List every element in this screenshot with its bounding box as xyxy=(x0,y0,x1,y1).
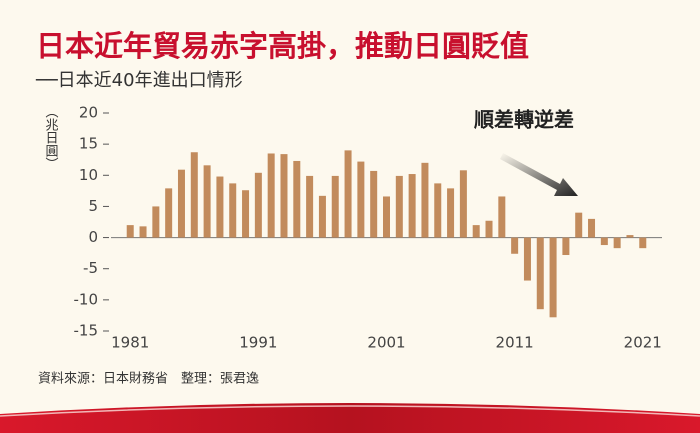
annotation: 順差轉逆差 xyxy=(474,108,574,132)
chart-subtitle: ──日本近40年進出口情形 xyxy=(35,70,243,91)
bar xyxy=(459,170,467,238)
bar xyxy=(383,196,390,238)
bar xyxy=(421,162,429,238)
y-tick-label: 5 xyxy=(88,197,98,215)
bar xyxy=(139,226,147,238)
x-tick-label: 2011 xyxy=(496,334,534,352)
decor-line xyxy=(0,405,700,417)
y-tick-label: -5 xyxy=(83,259,98,277)
bar xyxy=(331,175,339,238)
bar xyxy=(498,196,506,238)
bar xyxy=(523,237,531,281)
bar xyxy=(588,218,596,238)
bar xyxy=(511,237,519,254)
bar xyxy=(254,172,262,238)
bar xyxy=(267,153,275,238)
y-tick-label: 15 xyxy=(79,135,98,153)
x-tick-label: 2001 xyxy=(367,334,405,352)
bar xyxy=(600,237,608,246)
bar xyxy=(575,212,583,238)
bar xyxy=(472,225,480,238)
bar xyxy=(447,188,455,238)
y-tick-label: -10 xyxy=(74,290,99,308)
bar xyxy=(357,161,365,238)
bar xyxy=(626,235,634,238)
bar xyxy=(280,154,288,238)
bar xyxy=(229,183,237,238)
bar xyxy=(152,206,160,238)
y-axis-label: （兆日圓） xyxy=(43,105,59,170)
bar xyxy=(165,188,173,238)
y-tick-label: -15 xyxy=(74,322,99,340)
bar xyxy=(408,174,416,238)
bar xyxy=(549,237,557,318)
x-tick-label: 2021 xyxy=(624,334,662,352)
bar xyxy=(395,175,403,238)
decor-band xyxy=(0,403,700,433)
bar xyxy=(485,220,493,238)
bar xyxy=(562,237,570,256)
chart-title: 日本近年貿易赤字高掛，推動日圓貶值 xyxy=(36,29,529,63)
bar xyxy=(370,170,378,238)
bar xyxy=(203,165,211,238)
y-tick-label: 0 xyxy=(88,228,98,246)
bar xyxy=(639,237,647,249)
x-tick-label: 1991 xyxy=(239,334,277,352)
bar xyxy=(177,169,185,238)
bar xyxy=(242,190,250,238)
x-tick-label: 1981 xyxy=(111,334,149,352)
bar xyxy=(293,160,301,238)
bar xyxy=(434,183,442,238)
annotation-arrow xyxy=(500,153,578,196)
bar xyxy=(318,195,326,238)
bar xyxy=(216,176,224,238)
source-note: 資料來源：日本財務省 整理：張君逸 xyxy=(38,372,259,387)
bar xyxy=(613,237,621,249)
bar xyxy=(536,237,544,310)
bar xyxy=(344,150,352,238)
bar xyxy=(306,175,314,238)
y-tick-label: 10 xyxy=(79,166,98,184)
bar xyxy=(126,225,134,238)
bar xyxy=(190,152,198,238)
y-tick-label: 20 xyxy=(79,104,98,122)
